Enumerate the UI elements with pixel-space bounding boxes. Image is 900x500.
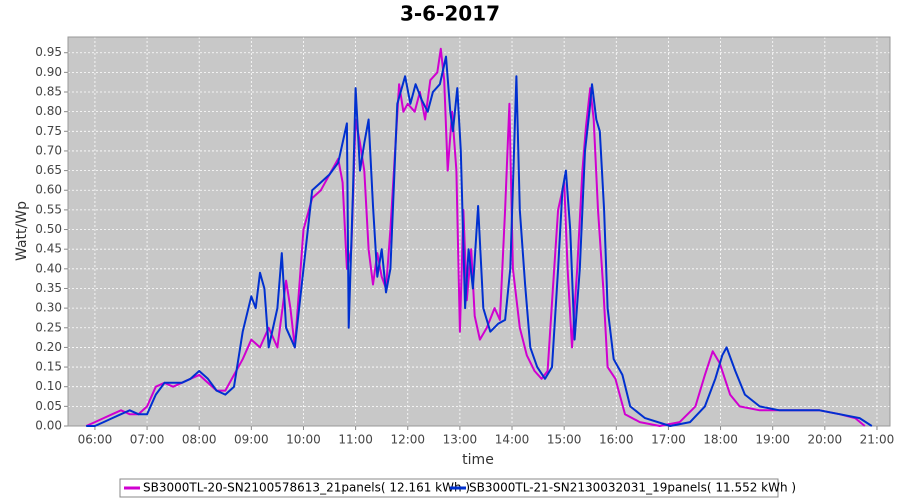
y-tick-label: 0.60 — [35, 183, 62, 197]
y-tick-label: 0.25 — [35, 320, 62, 334]
x-tick-label: 21:00 — [860, 433, 895, 447]
y-tick-label: 0.85 — [35, 85, 62, 99]
y-tick-label: 0.10 — [35, 379, 62, 393]
y-tick-label: 0.55 — [35, 202, 62, 216]
x-tick-label: 16:00 — [599, 433, 634, 447]
x-tick-label: 09:00 — [234, 433, 269, 447]
x-tick-label: 06:00 — [78, 433, 113, 447]
legend-box — [119, 478, 779, 498]
x-tick-label: 10:00 — [286, 433, 321, 447]
y-tick-label: 0.70 — [35, 143, 62, 157]
x-tick-label: 12:00 — [390, 433, 425, 447]
y-tick-label: 0.50 — [35, 222, 62, 236]
x-tick-label: 20:00 — [808, 433, 843, 447]
y-tick-label: 0.75 — [35, 124, 62, 138]
y-tick-label: 0.15 — [35, 360, 62, 374]
x-axis-label: time — [462, 452, 494, 468]
x-tick-label: 07:00 — [130, 433, 165, 447]
y-tick-label: 0.40 — [35, 261, 62, 275]
y-tick-label: 0.95 — [35, 45, 62, 59]
y-tick-label: 0.05 — [35, 399, 62, 413]
y-tick-label: 0.00 — [35, 419, 62, 433]
legend-label: SB3000TL-21-SN2130032031_19panels( 11.55… — [469, 481, 796, 495]
y-axis-label: Watt/Wp — [14, 201, 30, 261]
y-tick-label: 0.90 — [35, 65, 62, 79]
x-tick-label: 14:00 — [495, 433, 530, 447]
series-line — [86, 55, 873, 427]
x-tick-label: 11:00 — [338, 433, 373, 447]
y-tick-label: 0.45 — [35, 242, 62, 256]
y-tick-label: 0.80 — [35, 104, 62, 118]
plot-border — [67, 36, 891, 427]
y-tick-label: 0.35 — [35, 281, 62, 295]
x-tick-label: 17:00 — [651, 433, 686, 447]
y-tick-label: 0.30 — [35, 301, 62, 315]
y-tick-label: 0.20 — [35, 340, 62, 354]
y-tick-label: 0.65 — [35, 163, 62, 177]
legend-label: SB3000TL-20-SN2100578613_21panels( 12.16… — [143, 481, 470, 495]
x-tick-label: 19:00 — [755, 433, 790, 447]
x-tick-label: 18:00 — [703, 433, 738, 447]
x-tick-label: 15:00 — [547, 433, 582, 447]
x-tick-label: 08:00 — [182, 433, 217, 447]
chart-title: 3-6-2017 — [400, 2, 500, 26]
x-tick-label: 13:00 — [443, 433, 478, 447]
